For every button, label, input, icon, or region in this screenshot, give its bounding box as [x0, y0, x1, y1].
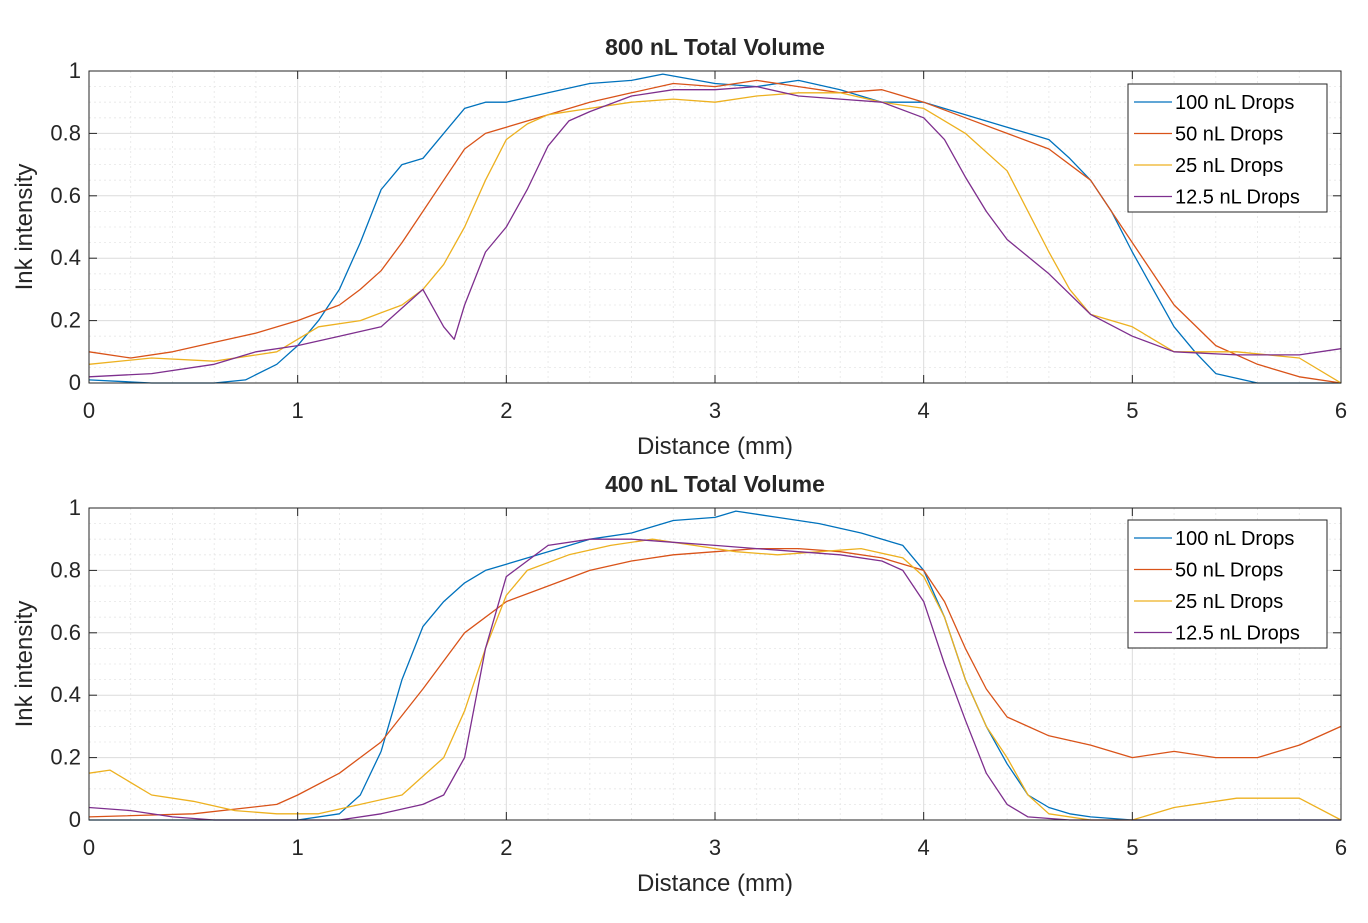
- legend-box: [1127, 83, 1328, 213]
- chart-400nl: 0 1 2 3 4 5 6 0 0.2 0.4 0.6 0.8 1 400 nL Total Volume…: [11, 471, 1347, 897]
- ticks: 0 1 2 3 4 5 6 0 0.2 0.4 0.6 0.8 1: [50, 495, 1347, 860]
- legend-box: [1127, 519, 1328, 649]
- y-tick-label: 0: [69, 807, 81, 832]
- legend: 100 nL Drops 50 nL Drops 25 nL Drops 12.5 n…: [1127, 519, 1328, 649]
- chart-title: 800 nL Total Volume: [605, 34, 825, 60]
- chart-title: 400 nL Total Volume: [605, 471, 825, 497]
- legend-entry-2: 25 nL Drops: [1175, 591, 1283, 613]
- x-tick-label: 2: [500, 835, 512, 860]
- series-lines: [88, 73, 1342, 384]
- y-tick-label: 0.4: [50, 245, 81, 270]
- x-tick-label: 6: [1335, 835, 1347, 860]
- y-tick-label: 0.2: [50, 308, 81, 333]
- x-tick-label: 5: [1126, 835, 1138, 860]
- x-tick-label: 0: [83, 835, 95, 860]
- series-line-1: [88, 79, 1342, 384]
- x-tick-label: 1: [292, 398, 304, 423]
- y-tick-label: 0.2: [50, 745, 81, 770]
- x-axis-label: Distance (mm): [637, 870, 793, 897]
- y-axis-label: Ink intensity: [11, 164, 38, 291]
- x-tick-label: 0: [83, 398, 95, 423]
- y-tick-label: 0: [69, 370, 81, 395]
- y-tick-label: 0.8: [50, 557, 81, 582]
- series-line-2: [88, 92, 1342, 384]
- series-line-0: [88, 73, 1341, 384]
- legend: 100 nL Drops 50 nL Drops 25 nL Drops 12.5 n…: [1127, 83, 1328, 213]
- y-axis-label: Ink intensity: [11, 601, 38, 728]
- x-tick-label: 5: [1126, 398, 1138, 423]
- x-tick-label: 3: [709, 835, 721, 860]
- x-tick-label: 2: [500, 398, 512, 423]
- chart-800nl: 0 1 2 3 4 5 6 0 0.2 0.4 0.6 0.8 1 800 nL Total Volume…: [11, 34, 1347, 460]
- legend-entry-0: 100 nL Drops: [1175, 92, 1294, 114]
- series-line-0: [89, 510, 1341, 821]
- y-tick-label: 0.6: [50, 620, 81, 645]
- legend-entry-1: 50 nL Drops: [1175, 560, 1283, 582]
- x-tick-label: 1: [292, 835, 304, 860]
- y-tick-label: 1: [69, 58, 81, 83]
- y-tick-label: 1: [69, 495, 81, 520]
- y-tick-label: 0.8: [50, 120, 81, 145]
- ticks: 0 1 2 3 4 5 6 0 0.2 0.4 0.6 0.8 1: [50, 58, 1347, 423]
- legend-entry-3: 12.5 nL Drops: [1175, 623, 1300, 645]
- x-axis-label: Distance (mm): [637, 433, 793, 460]
- series-line-3: [88, 85, 1342, 378]
- x-tick-label: 4: [918, 835, 930, 860]
- x-tick-label: 3: [709, 398, 721, 423]
- series-line-1: [88, 547, 1342, 818]
- x-tick-label: 6: [1335, 398, 1347, 423]
- x-tick-label: 4: [918, 398, 930, 423]
- series-line-2: [88, 538, 1342, 821]
- y-tick-label: 0.4: [50, 682, 81, 707]
- legend-entry-2: 25 nL Drops: [1175, 155, 1283, 177]
- legend-entry-1: 50 nL Drops: [1175, 124, 1283, 146]
- y-tick-label: 0.6: [50, 183, 81, 208]
- legend-entry-0: 100 nL Drops: [1175, 528, 1294, 550]
- legend-entry-3: 12.5 nL Drops: [1175, 187, 1300, 209]
